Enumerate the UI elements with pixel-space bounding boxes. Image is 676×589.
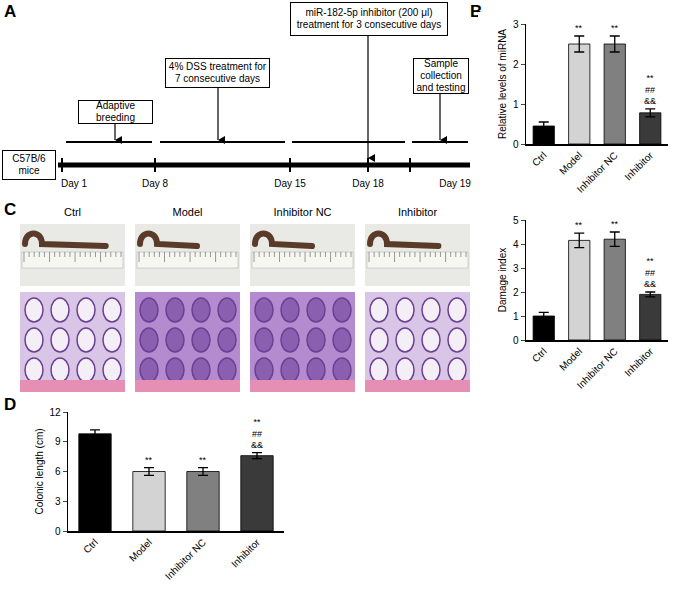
svg-text:**##&&: **##&& bbox=[644, 256, 656, 289]
svg-text:**: ** bbox=[611, 219, 619, 229]
svg-text:0: 0 bbox=[55, 526, 61, 537]
html-text:Inhibitor: Inhibitor bbox=[397, 206, 438, 218]
svg-text:**: ** bbox=[575, 23, 583, 33]
html-text:4% DSS treatment for 7 consecu: 4% DSS treatment for 7 consecutive days bbox=[168, 61, 267, 84]
html-text:C: C bbox=[4, 200, 17, 219]
svg-text:Model: Model bbox=[557, 150, 584, 177]
svg-text:3: 3 bbox=[55, 496, 61, 507]
svg-text:Inhibitor NC: Inhibitor NC bbox=[575, 150, 620, 195]
svg-text:Inhibitor NC: Inhibitor NC bbox=[575, 346, 620, 391]
svg-text:Ctrl: Ctrl bbox=[81, 537, 100, 556]
html-text:Adaptive breeding: Adaptive breeding bbox=[96, 100, 135, 123]
svg-text:Colonic length (cm): Colonic length (cm) bbox=[34, 428, 45, 514]
html-text:C57B/6 mice: C57B/6 mice bbox=[12, 153, 46, 176]
svg-text:1: 1 bbox=[513, 311, 519, 322]
html-text:B: B bbox=[470, 2, 483, 21]
svg-text:Damage index: Damage index bbox=[497, 248, 508, 312]
svg-text:5: 5 bbox=[513, 215, 519, 226]
svg-text:3: 3 bbox=[513, 263, 519, 274]
svg-text:Relative levels of miRNA: Relative levels of miRNA bbox=[497, 29, 508, 139]
html-text:D: D bbox=[4, 395, 17, 414]
svg-text:12: 12 bbox=[49, 407, 61, 418]
svg-text:Ctrl: Ctrl bbox=[530, 150, 549, 169]
svg-text:**: ** bbox=[575, 220, 583, 230]
svg-text:4: 4 bbox=[513, 239, 519, 250]
svg-text:9: 9 bbox=[55, 436, 61, 447]
svg-text:Inhibitor: Inhibitor bbox=[622, 149, 655, 182]
html-text:miR-182-5p inhibitor (200 μl): miR-182-5p inhibitor (200 μl) treatment … bbox=[296, 7, 442, 30]
html-text:Sample collection and testing: Sample collection and testing bbox=[416, 58, 466, 93]
svg-text:2: 2 bbox=[513, 287, 519, 298]
svg-text:**##&&: **##&& bbox=[644, 73, 656, 106]
html-text:Model: Model bbox=[172, 206, 203, 218]
svg-text:**: ** bbox=[611, 23, 619, 33]
svg-text:0: 0 bbox=[513, 335, 519, 346]
html-text:Day 15: Day 15 bbox=[274, 178, 306, 189]
svg-text:**##&&: **##&& bbox=[251, 417, 263, 450]
svg-text:Model: Model bbox=[127, 537, 154, 564]
svg-text:Inhibitor: Inhibitor bbox=[622, 345, 655, 378]
svg-text:Inhibitor: Inhibitor bbox=[229, 536, 262, 569]
html-text:A: A bbox=[4, 2, 17, 21]
html-text:Day 8: Day 8 bbox=[141, 178, 169, 189]
html-text:Day 1: Day 1 bbox=[60, 178, 88, 189]
svg-text:Model: Model bbox=[557, 346, 584, 373]
html-text:Day 18: Day 18 bbox=[352, 178, 384, 189]
svg-text:2: 2 bbox=[513, 59, 519, 70]
svg-text:**: ** bbox=[145, 455, 153, 465]
svg-text:Inhibitor NC: Inhibitor NC bbox=[163, 537, 208, 582]
svg-text:1: 1 bbox=[513, 99, 519, 110]
svg-text:6: 6 bbox=[55, 466, 61, 477]
html-text:Day 19: Day 19 bbox=[439, 178, 471, 189]
svg-text:**: ** bbox=[199, 455, 207, 465]
html-text:Inhibitor NC: Inhibitor NC bbox=[273, 206, 332, 218]
svg-text:0: 0 bbox=[513, 139, 519, 150]
html-text:Ctrl: Ctrl bbox=[63, 206, 82, 218]
svg-text:3: 3 bbox=[513, 19, 519, 30]
svg-text:Ctrl: Ctrl bbox=[530, 346, 549, 365]
